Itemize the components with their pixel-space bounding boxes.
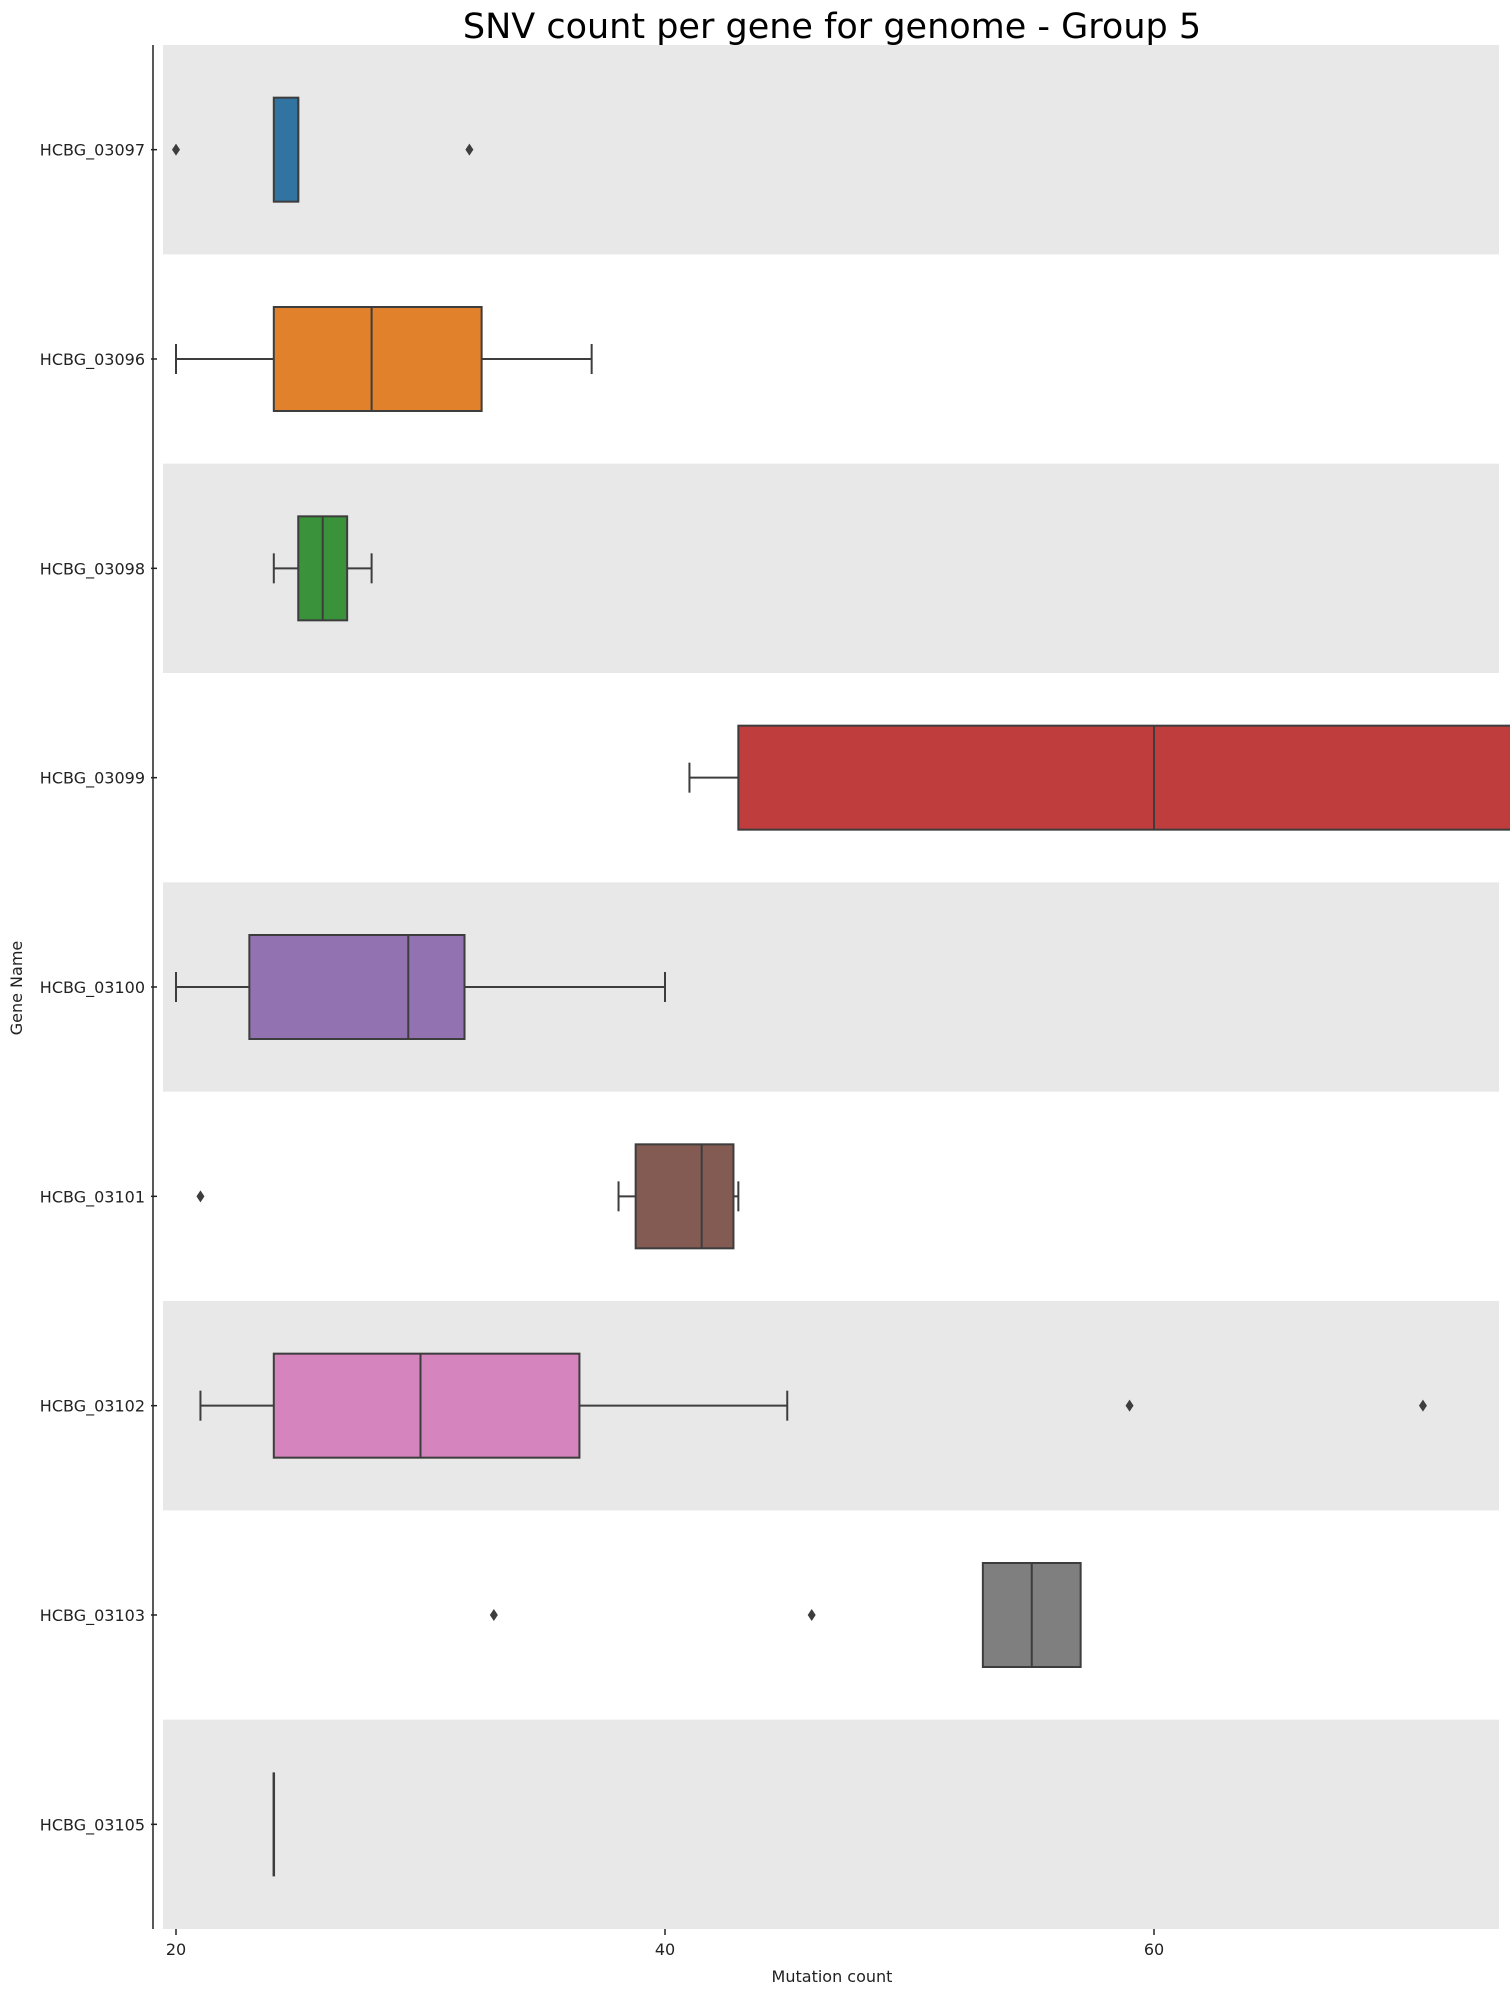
box-hcbg-03097 — [172, 96, 474, 203]
box-hcbg-03096 — [175, 306, 593, 412]
y-axis: HCBG_03097 HCBG_03096 HCBG_03098 HCBG_03099… — [40, 45, 157, 1929]
box-hcbg-03101 — [196, 1143, 740, 1250]
boxes-layer — [172, 96, 1510, 1877]
box-hcbg-03099 — [688, 724, 1510, 831]
x-axis-label: Mutation count — [772, 1967, 893, 1986]
box-iqr — [248, 934, 466, 1040]
outlier-point — [1418, 1399, 1427, 1412]
box-hcbg-03102 — [199, 1352, 1427, 1459]
box-iqr — [272, 306, 483, 412]
y-tick-label: HCBG_03101 — [40, 1187, 145, 1207]
y-tick-label: HCBG_03105 — [40, 1815, 145, 1835]
box-iqr — [634, 1143, 735, 1250]
box-hcbg-03100 — [175, 934, 666, 1040]
outlier-point — [807, 1609, 816, 1621]
box-hcbg-03098 — [272, 515, 373, 622]
x-axis: 20406080100120 — [166, 1929, 1164, 1959]
box-iqr — [272, 1352, 581, 1459]
x-tick-label: 40 — [655, 1940, 675, 1959]
x-tick-label: 20 — [166, 1940, 186, 1959]
y-tick-label: HCBG_03099 — [40, 769, 145, 789]
outlier-point — [465, 143, 474, 156]
y-tick-label: HCBG_03100 — [40, 978, 145, 998]
y-tick-label: HCBG_03097 — [40, 141, 145, 161]
box-iqr — [272, 96, 300, 203]
y-tick-label: HCBG_03103 — [40, 1606, 145, 1626]
box-iqr — [737, 724, 1510, 831]
background-band — [163, 1719, 1499, 1929]
y-axis-label: Gene Name — [7, 941, 26, 1036]
y-tick-label: HCBG_03096 — [40, 350, 145, 370]
outlier-point — [489, 1609, 498, 1621]
outlier-point — [196, 1190, 205, 1203]
outlier-point — [1125, 1399, 1134, 1412]
y-tick-label: HCBG_03098 — [40, 559, 145, 579]
background-band — [163, 463, 1499, 673]
x-tick-label: 60 — [1144, 1940, 1164, 1959]
y-tick-label: HCBG_03102 — [40, 1397, 145, 1417]
background-band — [163, 45, 1499, 255]
box-hcbg-03103 — [489, 1562, 1082, 1668]
outlier-point — [172, 143, 180, 156]
background-bands — [163, 45, 1499, 1929]
chart-title: SNV count per gene for genome - Group 5 — [463, 7, 1201, 47]
